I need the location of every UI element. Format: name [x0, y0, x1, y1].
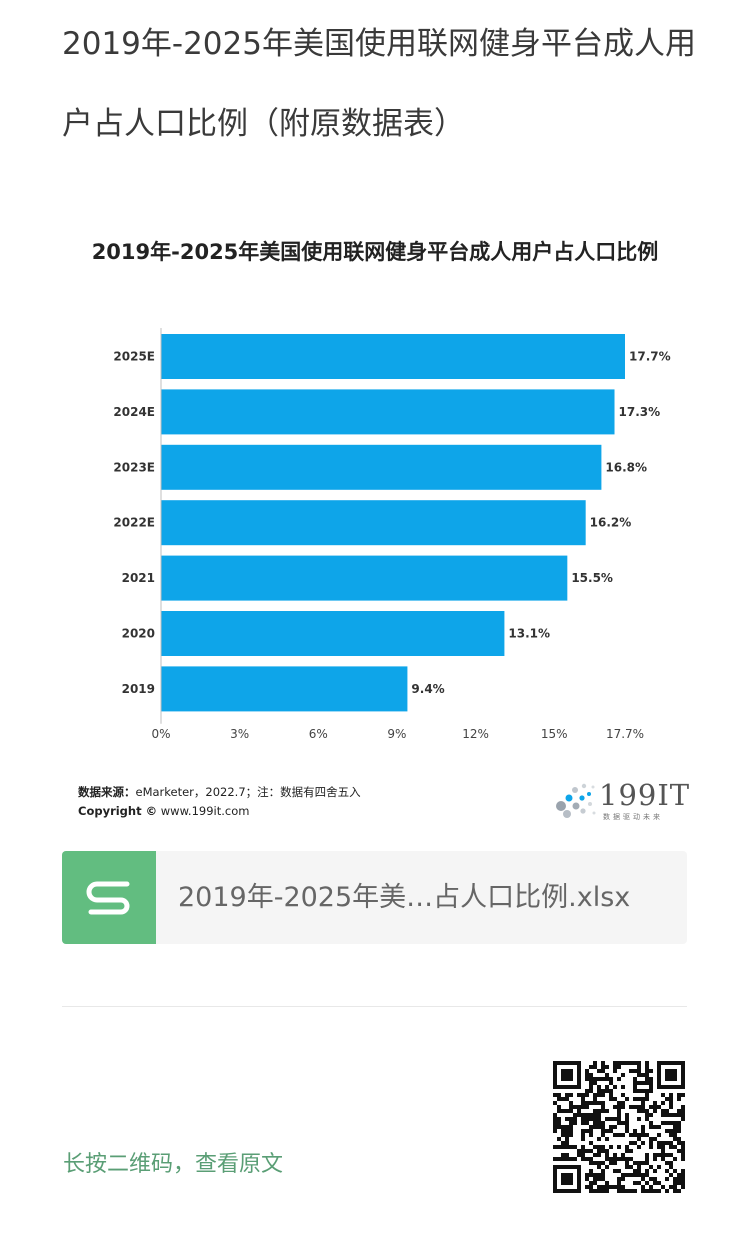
copyright-line: Copyright © www.199it.com — [78, 804, 249, 818]
bar-2023E — [161, 444, 602, 490]
bar-2019 — [161, 666, 408, 712]
data-label: 15.5% — [571, 571, 613, 585]
y-tick-label: 2019 — [122, 682, 155, 696]
qr-code-icon[interactable] — [553, 1061, 685, 1193]
bar-2024E — [161, 389, 615, 435]
logo-dots-icon — [556, 783, 596, 818]
plot-area: 2025E 17.7% 2024E 17.3% 2023E 16.8% 2022E 16.2%… — [113, 328, 671, 741]
y-tick-label: 2023E — [113, 460, 155, 474]
brand-logo: 199IT 数据驱动未来 — [553, 778, 689, 824]
chart-title: 2019年-2025年美国使用联网健身平台成人用户占人口比例 — [92, 240, 659, 264]
y-tick-label: 2022E — [113, 516, 155, 530]
logo-tagline: 数据驱动未来 — [603, 813, 663, 821]
copyright-label: Copyright © — [78, 804, 158, 818]
x-tick-label: 3% — [230, 727, 249, 741]
y-tick-label: 2025E — [113, 350, 155, 364]
data-source-line: 数据来源：eMarketer，2022.7；注：数据有四舍五入 — [78, 784, 361, 800]
data-label: 16.2% — [590, 516, 632, 530]
bar-chart: 2019年-2025年美国使用联网健身平台成人用户占人口比例 2025E 17.7… — [92, 240, 671, 741]
article-title: 2019年-2025年美国使用联网健身平台成人用户占人口比例（附原数据表） — [62, 26, 696, 142]
x-tick-label: 9% — [387, 727, 406, 741]
x-tick-label: 17.7% — [606, 727, 644, 741]
data-label: 17.3% — [619, 405, 661, 419]
copyright-url: www.199it.com — [160, 804, 250, 818]
source-text: eMarketer，2022.7；注：数据有四舍五入 — [135, 785, 361, 799]
qr-caption: 长按二维码，查看原文 — [63, 1152, 284, 1177]
x-tick-label: 6% — [309, 727, 328, 741]
y-tick-label: 2024E — [113, 405, 155, 419]
attachment-file-name[interactable]: 2019年-2025年美…占人口比例.xlsx — [178, 882, 631, 913]
spreadsheet-s-icon — [62, 851, 156, 944]
bar-2025E — [161, 334, 625, 379]
data-label: 16.8% — [605, 460, 647, 474]
data-label: 13.1% — [508, 627, 550, 641]
section-divider — [62, 1006, 687, 1007]
data-label: 9.4% — [411, 682, 444, 696]
x-tick-label: 15% — [541, 727, 568, 741]
x-tick-label: 0% — [151, 727, 170, 741]
xlsx-attachment-card[interactable]: 2019年-2025年美…占人口比例.xlsx — [62, 851, 687, 944]
bar-2022E — [161, 500, 586, 546]
x-tick-label: 12% — [462, 727, 489, 741]
bar-2020 — [161, 611, 505, 656]
logo-wordmark: 199IT — [599, 778, 691, 812]
data-label: 17.7% — [629, 350, 671, 364]
bar-2021 — [161, 555, 568, 601]
source-label: 数据来源： — [78, 785, 136, 799]
y-tick-label: 2020 — [122, 627, 155, 641]
y-tick-label: 2021 — [122, 571, 155, 585]
